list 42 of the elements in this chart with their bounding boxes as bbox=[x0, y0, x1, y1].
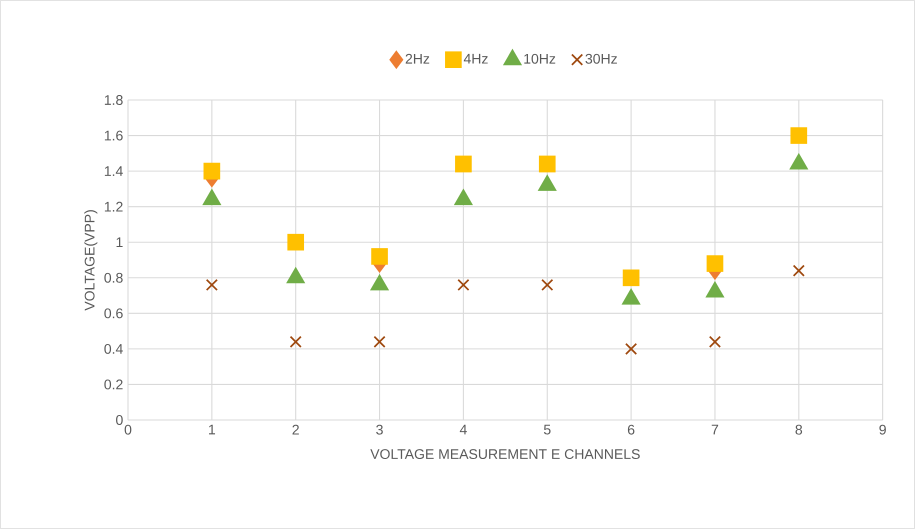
point bbox=[206, 278, 218, 291]
x-tick-label: 0 bbox=[124, 424, 132, 435]
y-tick-label: 1.8 bbox=[104, 95, 123, 105]
x-tick-label: 3 bbox=[376, 424, 383, 435]
x-tick-label: 9 bbox=[879, 424, 886, 435]
x-tick-label: 8 bbox=[796, 424, 802, 435]
legend-label: 30Hz bbox=[585, 54, 617, 64]
point bbox=[708, 336, 722, 348]
point bbox=[371, 248, 388, 265]
point bbox=[287, 234, 304, 251]
x-tick-label: 6 bbox=[628, 424, 634, 435]
x-axis-title: VOLTAGE MEASUREMENT E CHANNELS bbox=[370, 449, 640, 460]
y-tick-label: 0.4 bbox=[104, 344, 123, 354]
y-tick-label: 1.6 bbox=[104, 130, 123, 141]
y-tick-label: 0.2 bbox=[104, 380, 123, 390]
point bbox=[625, 342, 638, 355]
legend-label: 10Hz bbox=[524, 54, 556, 64]
x-tick-label: 5 bbox=[544, 424, 551, 434]
y-axis-title: VOLTAGE(VPP) bbox=[84, 210, 98, 311]
legend-label: 2Hz bbox=[406, 54, 430, 64]
y-tick-label: 1.4 bbox=[104, 166, 123, 176]
x-tick-label: 1 bbox=[209, 424, 216, 434]
point bbox=[204, 162, 220, 180]
point bbox=[373, 336, 386, 348]
point bbox=[290, 336, 302, 348]
point bbox=[622, 269, 640, 286]
y-tick-label: 1.2 bbox=[104, 202, 123, 212]
x-tick-label: 4 bbox=[460, 424, 467, 434]
point bbox=[457, 278, 470, 291]
legend-label: 4Hz bbox=[464, 54, 488, 64]
y-tick-label: 0 bbox=[116, 415, 123, 425]
y-tick-label: 0.6 bbox=[104, 308, 123, 318]
y-tick-label: 0.8 bbox=[104, 272, 123, 283]
y-tick-label: 1 bbox=[116, 237, 123, 248]
x-tick-label: 7 bbox=[712, 424, 718, 434]
point bbox=[706, 255, 724, 272]
point bbox=[790, 127, 808, 144]
point bbox=[792, 264, 805, 277]
x-tick-label: 2 bbox=[292, 424, 299, 434]
point bbox=[538, 156, 556, 172]
point bbox=[455, 156, 472, 172]
point bbox=[541, 278, 554, 291]
